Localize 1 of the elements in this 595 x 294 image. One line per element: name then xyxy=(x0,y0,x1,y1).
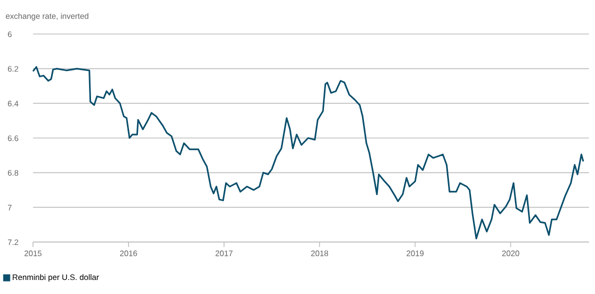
line-series xyxy=(32,66,584,240)
